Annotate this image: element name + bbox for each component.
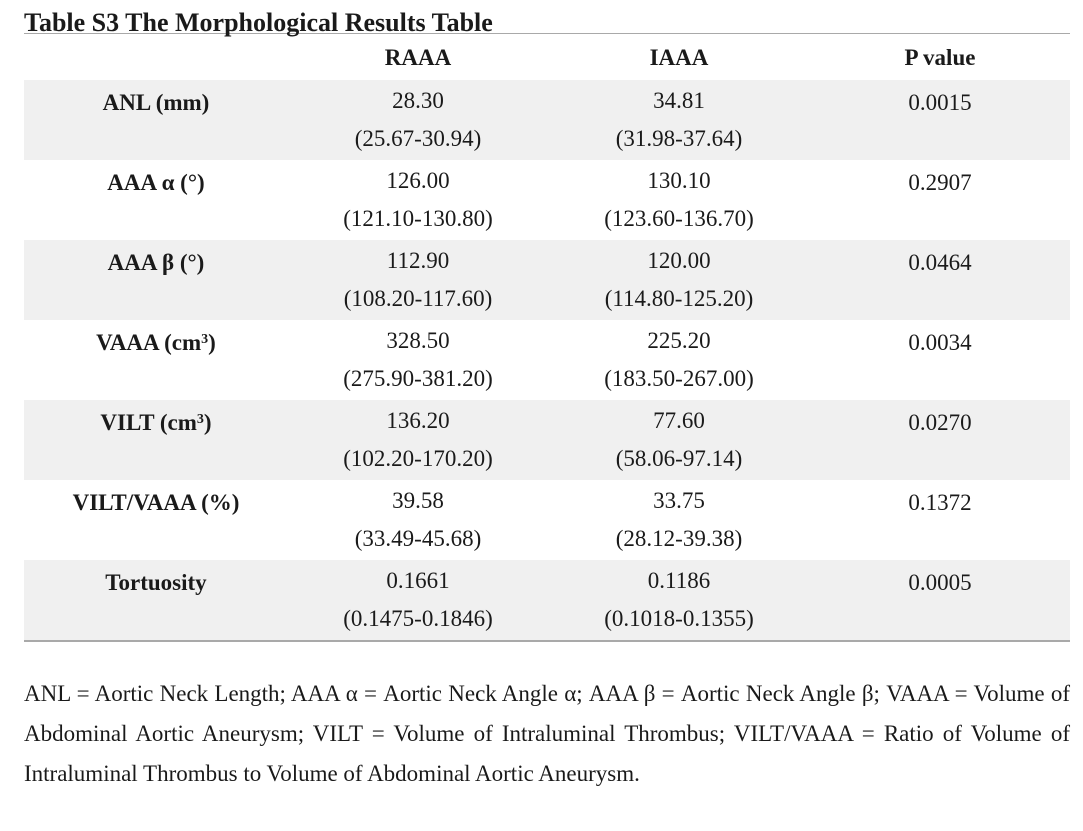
table-row: VAAA (cm3) 328.50 (275.90-381.20) 225.20 (18… xyxy=(24,320,1070,400)
iaaa-value-median: 33.75 xyxy=(653,488,705,513)
iaaa-value-median: 130.10 xyxy=(647,168,711,193)
table-row: ANL (mm) 28.30 (25.67-30.94) 34.81 (31.98-37… xyxy=(24,80,1070,160)
raaa-value-range: (25.67-30.94) xyxy=(354,126,482,151)
table-row: Tortuosity 0.1661 (0.1475-0.1846) 0.1186 (0.… xyxy=(24,560,1070,641)
raaa-value-median: 126.00 xyxy=(386,168,450,193)
p-value-cell: 0.0034 xyxy=(810,320,1070,400)
p-value-cell: 0.0005 xyxy=(810,560,1070,641)
morphological-results-table: RAAA IAAA P value ANL (mm) 28.30 (25.67-30… xyxy=(24,34,1070,642)
raaa-value-range: (108.20-117.60) xyxy=(343,286,493,311)
raaa-value-range: (33.49-45.68) xyxy=(354,526,482,551)
row-label: Tortuosity xyxy=(24,560,288,641)
table-row: VILT (cm3) 136.20 (102.20-170.20) 77.60 (58.… xyxy=(24,400,1070,480)
table-header-row: RAAA IAAA P value xyxy=(24,34,1070,80)
header-iaaa: IAAA xyxy=(649,45,709,70)
iaaa-value-median: 120.00 xyxy=(647,248,711,273)
raaa-value-range: (275.90-381.20) xyxy=(343,366,493,391)
p-value-cell: 0.2907 xyxy=(810,160,1070,240)
row-label-text: ANL (mm) xyxy=(102,90,210,115)
raaa-value-range: (121.10-130.80) xyxy=(343,206,493,231)
row-label-text: AAA β (°) xyxy=(107,250,205,275)
row-label-suffix: ) xyxy=(203,410,212,435)
iaaa-value-range: (31.98-37.64) xyxy=(615,126,743,151)
raaa-value-cell: 328.50 (275.90-381.20) xyxy=(288,320,548,400)
raaa-value-median: 28.30 xyxy=(392,88,444,113)
iaaa-value-range: (183.50-267.00) xyxy=(604,366,754,391)
iaaa-value-cell: 130.10 (123.60-136.70) xyxy=(548,160,810,240)
header-empty xyxy=(24,34,288,80)
raaa-value-median: 39.58 xyxy=(392,488,444,513)
raaa-value-median: 136.20 xyxy=(386,408,450,433)
iaaa-value-range: (58.06-97.14) xyxy=(615,446,743,471)
row-label-text: VILT (cm xyxy=(100,410,197,435)
iaaa-value-median: 0.1186 xyxy=(647,568,711,593)
raaa-value-range: (102.20-170.20) xyxy=(343,446,493,471)
raaa-value-median: 112.90 xyxy=(386,248,450,273)
iaaa-value-range: (28.12-39.38) xyxy=(615,526,743,551)
iaaa-value-median: 34.81 xyxy=(653,88,705,113)
iaaa-value-cell: 34.81 (31.98-37.64) xyxy=(548,80,810,160)
raaa-value-median: 0.1661 xyxy=(386,568,450,593)
iaaa-value-range: (114.80-125.20) xyxy=(604,286,754,311)
iaaa-value-range: (123.60-136.70) xyxy=(604,206,754,231)
row-label-suffix: ) xyxy=(208,330,216,355)
raaa-value-cell: 28.30 (25.67-30.94) xyxy=(288,80,548,160)
header-p-value: P value xyxy=(904,45,976,70)
raaa-value-cell: 126.00 (121.10-130.80) xyxy=(288,160,548,240)
table-row: AAA α (°) 126.00 (121.10-130.80) 130.10 (123… xyxy=(24,160,1070,240)
raaa-value-cell: 112.90 (108.20-117.60) xyxy=(288,240,548,320)
p-value-cell: 0.1372 xyxy=(810,480,1070,560)
table-row: VILT/VAAA (%) 39.58 (33.49-45.68) 33.75 (28.… xyxy=(24,480,1070,560)
table-title: Table S3 The Morphological Results Table xyxy=(24,0,1070,37)
row-label: ANL (mm) xyxy=(24,80,288,160)
footnote: ANL = Aortic Neck Length; AAA α = Aortic… xyxy=(24,674,1070,794)
raaa-value-median: 328.50 xyxy=(386,328,450,353)
row-label-text: Tortuosity xyxy=(105,570,207,595)
row-label-superscript: 3 xyxy=(196,412,204,427)
p-value-cell: 0.0270 xyxy=(810,400,1070,480)
iaaa-value-range: (0.1018-0.1355) xyxy=(604,606,754,631)
raaa-value-range: (0.1475-0.1846) xyxy=(343,606,493,631)
iaaa-value-cell: 77.60 (58.06-97.14) xyxy=(548,400,810,480)
iaaa-value-median: 225.20 xyxy=(647,328,711,353)
iaaa-value-cell: 120.00 (114.80-125.20) xyxy=(548,240,810,320)
row-label-text: VAAA (cm xyxy=(96,330,202,355)
row-label-text: VILT/VAAA (%) xyxy=(72,490,240,515)
raaa-value-cell: 136.20 (102.20-170.20) xyxy=(288,400,548,480)
iaaa-value-cell: 0.1186 (0.1018-0.1355) xyxy=(548,560,810,641)
document-page: Table S3 The Morphological Results Table… xyxy=(24,0,1070,642)
row-label: AAA β (°) xyxy=(24,240,288,320)
row-label: VAAA (cm3) xyxy=(24,320,288,400)
p-value-cell: 0.0464 xyxy=(810,240,1070,320)
table-row: AAA β (°) 112.90 (108.20-117.60) 120.00 (114… xyxy=(24,240,1070,320)
table-body: ANL (mm) 28.30 (25.67-30.94) 34.81 (31.98-37… xyxy=(24,80,1070,641)
row-label: VILT/VAAA (%) xyxy=(24,480,288,560)
row-label: AAA α (°) xyxy=(24,160,288,240)
row-label-text: AAA α (°) xyxy=(107,170,205,195)
row-label-superscript: 3 xyxy=(201,332,209,347)
iaaa-value-cell: 33.75 (28.12-39.38) xyxy=(548,480,810,560)
row-label: VILT (cm3) xyxy=(24,400,288,480)
raaa-value-cell: 0.1661 (0.1475-0.1846) xyxy=(288,560,548,641)
p-value-cell: 0.0015 xyxy=(810,80,1070,160)
raaa-value-cell: 39.58 (33.49-45.68) xyxy=(288,480,548,560)
iaaa-value-median: 77.60 xyxy=(653,408,705,433)
iaaa-value-cell: 225.20 (183.50-267.00) xyxy=(548,320,810,400)
footnote-text: ANL = Aortic Neck Length; AAA α = Aortic… xyxy=(24,681,1070,786)
header-raaa: RAAA xyxy=(384,45,452,70)
